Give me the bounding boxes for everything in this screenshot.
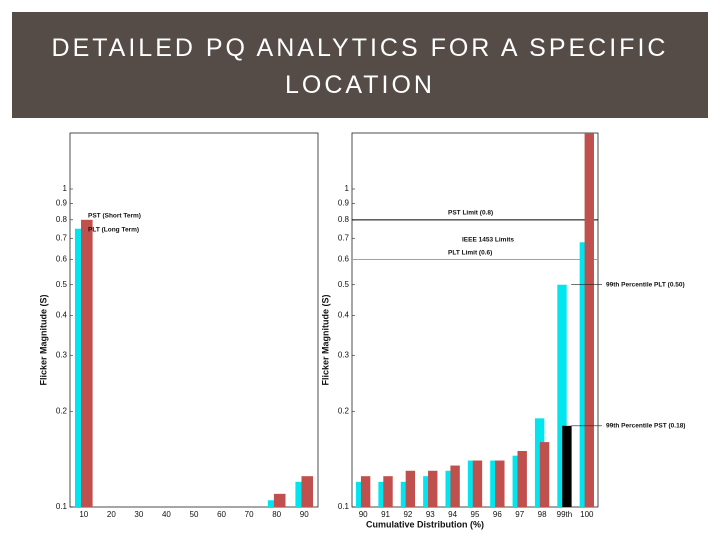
x-tick-label: 93 — [426, 510, 435, 519]
reference-label: PST Limit (0.8) — [448, 210, 493, 217]
annotation: 99th Percentile PST (0.18) — [606, 423, 685, 430]
y-tick-label: 0.2 — [338, 406, 350, 415]
reference-label: PLT Limit (0.6) — [448, 249, 492, 256]
x-tick-label: 100 — [580, 510, 594, 519]
bar — [557, 284, 567, 507]
x-tick-label: 90 — [300, 510, 309, 519]
x-tick-label: 10 — [79, 510, 88, 519]
y-tick-label: 0.8 — [338, 215, 350, 224]
bar — [360, 476, 371, 507]
bar — [539, 442, 550, 507]
y-tick-label: 0.3 — [338, 350, 350, 359]
x-tick-label: 40 — [162, 510, 171, 519]
y-tick-label: 0.9 — [338, 199, 350, 208]
y-tick-label: 0.6 — [338, 255, 350, 264]
plot-frame — [69, 132, 319, 508]
bar — [579, 242, 590, 507]
x-tick-label: 30 — [134, 510, 143, 519]
y-tick-label: 0.1 — [56, 502, 68, 511]
bar — [445, 470, 455, 507]
bar — [584, 133, 594, 507]
legend-entry: PST (Short Term) — [88, 213, 141, 220]
bar — [74, 228, 87, 507]
y-tick-label: 0.4 — [338, 311, 350, 320]
x-tick-label: 80 — [272, 510, 281, 519]
bar — [562, 425, 572, 507]
y-tick-label: 0.5 — [338, 280, 350, 289]
reference-note: IEEE 1453 Limits — [462, 236, 514, 243]
x-tick-label: 90 — [359, 510, 368, 519]
bar — [81, 219, 93, 507]
annotation: 99th Percentile PLT (0.50) — [606, 281, 685, 288]
y-tick-label: 0.9 — [56, 199, 68, 208]
x-tick-label: 70 — [245, 510, 254, 519]
bar — [400, 481, 411, 507]
y-tick-label: 1 — [63, 184, 68, 193]
x-tick-label: 92 — [403, 510, 412, 519]
bar — [428, 470, 438, 507]
bar — [405, 470, 416, 507]
bar — [356, 481, 366, 507]
bar — [295, 481, 307, 507]
y-axis-title: Flicker Magnitude (S) — [320, 294, 330, 385]
bar — [450, 465, 460, 507]
y-tick-label: 0.4 — [56, 311, 68, 320]
bar — [423, 476, 433, 507]
y-tick-label: 0.1 — [338, 502, 350, 511]
x-tick-label: 91 — [381, 510, 390, 519]
x-tick-label: 99th — [557, 510, 573, 519]
y-tick-label: 0.8 — [56, 215, 68, 224]
title-banner — [12, 12, 708, 118]
bar — [383, 476, 393, 507]
bar — [512, 455, 522, 507]
x-tick-label: 20 — [107, 510, 116, 519]
bar — [517, 451, 527, 507]
x-tick-label: 98 — [538, 510, 547, 519]
y-tick-label: 0.6 — [56, 255, 68, 264]
y-tick-label: 0.7 — [56, 233, 68, 242]
y-tick-label: 0.7 — [338, 233, 350, 242]
bar — [267, 500, 280, 507]
slide-title: DETAILED PQ ANALYTICS FOR A SPECIFIC LOC… — [51, 34, 669, 99]
legend-entry: PLT (Long Term) — [88, 227, 139, 234]
x-tick-label: 97 — [515, 510, 524, 519]
y-tick-label: 1 — [345, 184, 350, 193]
bar — [495, 460, 505, 507]
y-axis-title: Flicker Magnitude (S) — [38, 294, 48, 385]
x-tick-label: 50 — [190, 510, 199, 519]
bar — [467, 460, 478, 507]
y-tick-label: 0.5 — [56, 280, 68, 289]
bar — [378, 481, 388, 507]
x-axis-title: Cumulative Distribution (%) — [366, 519, 484, 529]
y-tick-label: 0.3 — [56, 350, 68, 359]
bar — [490, 460, 500, 507]
bar — [534, 418, 545, 507]
bar — [472, 460, 483, 507]
bar — [273, 493, 286, 507]
bar — [301, 476, 314, 507]
x-tick-label: 94 — [448, 510, 457, 519]
y-tick-label: 0.2 — [56, 406, 68, 415]
x-tick-label: 60 — [217, 510, 226, 519]
x-tick-label: 96 — [493, 510, 502, 519]
x-tick-label: 95 — [471, 510, 480, 519]
